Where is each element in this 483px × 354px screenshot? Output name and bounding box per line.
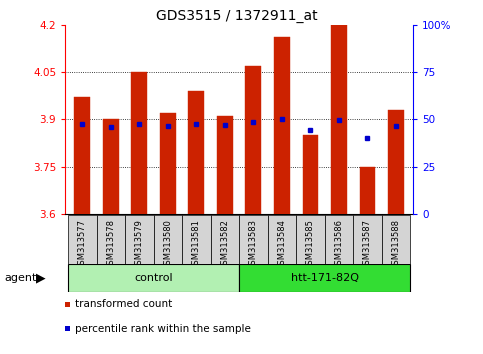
Bar <box>353 215 382 264</box>
Bar <box>103 120 119 214</box>
Text: GSM313577: GSM313577 <box>78 219 87 270</box>
Bar <box>154 215 182 264</box>
Bar <box>239 215 268 264</box>
Bar <box>245 66 261 214</box>
Text: GSM313580: GSM313580 <box>163 219 172 270</box>
Text: htt-171-82Q: htt-171-82Q <box>291 273 358 283</box>
Text: GSM313585: GSM313585 <box>306 219 315 270</box>
Text: GDS3515 / 1372911_at: GDS3515 / 1372911_at <box>156 9 317 23</box>
Bar <box>331 25 347 214</box>
Text: percentile rank within the sample: percentile rank within the sample <box>75 324 251 333</box>
Bar <box>131 72 147 214</box>
Text: GSM313582: GSM313582 <box>220 219 229 270</box>
Bar <box>268 215 296 264</box>
Bar <box>302 135 318 214</box>
Text: GSM313588: GSM313588 <box>391 219 400 270</box>
Text: GSM313587: GSM313587 <box>363 219 372 270</box>
Text: GSM313579: GSM313579 <box>135 219 144 270</box>
Text: agent: agent <box>5 273 37 283</box>
Text: ▶: ▶ <box>36 272 46 285</box>
Text: transformed count: transformed count <box>75 299 172 309</box>
Bar <box>296 215 325 264</box>
Bar <box>359 167 375 214</box>
Bar <box>125 215 154 264</box>
Bar <box>97 215 125 264</box>
Text: GSM313581: GSM313581 <box>192 219 201 270</box>
Text: GSM313584: GSM313584 <box>277 219 286 270</box>
Bar <box>68 215 97 264</box>
Bar <box>388 110 404 214</box>
Text: control: control <box>134 273 173 283</box>
Bar <box>68 264 239 292</box>
Text: GSM313578: GSM313578 <box>106 219 115 270</box>
Bar <box>160 113 176 214</box>
Bar <box>325 215 353 264</box>
Bar <box>274 38 290 214</box>
Bar <box>188 91 204 214</box>
Bar <box>217 116 233 214</box>
Text: GSM313583: GSM313583 <box>249 219 258 270</box>
Bar <box>74 97 90 214</box>
Bar <box>239 264 410 292</box>
Bar <box>182 215 211 264</box>
Bar <box>382 215 410 264</box>
Bar <box>211 215 239 264</box>
Text: GSM313586: GSM313586 <box>334 219 343 270</box>
